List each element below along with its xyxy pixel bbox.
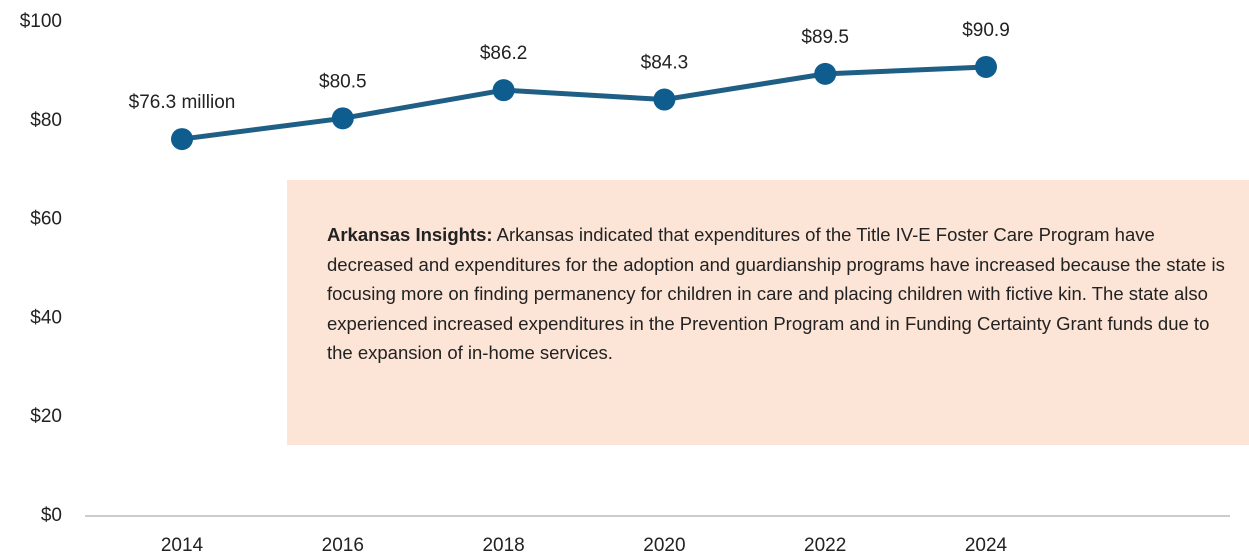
data-label: $84.3	[641, 53, 689, 74]
x-tick-label: 2018	[482, 535, 524, 556]
data-label: $89.5	[801, 27, 849, 48]
x-tick-label: 2022	[804, 535, 846, 556]
data-point	[492, 79, 515, 102]
y-tick-label: $80	[30, 110, 62, 131]
x-tick-label: 2024	[965, 535, 1008, 556]
y-tick-label: $0	[41, 505, 62, 526]
data-line	[181, 64, 987, 142]
data-point	[653, 88, 676, 111]
y-tick-label: $20	[30, 406, 62, 427]
data-label: $90.9	[962, 20, 1010, 41]
y-tick-label: $40	[30, 307, 62, 328]
data-point	[171, 128, 193, 151]
annotation-title: Arkansas Insights:	[327, 224, 493, 245]
data-point	[331, 107, 354, 130]
data-label: $86.2	[480, 43, 528, 64]
annotation-text: Arkansas indicated that expenditures of …	[327, 224, 1225, 363]
x-tick-label: 2016	[322, 535, 364, 556]
y-tick-label: $100	[20, 11, 62, 32]
y-tick-label: $60	[30, 209, 62, 230]
data-point	[975, 55, 997, 78]
x-tick-label: 2014	[161, 535, 204, 556]
x-tick-label: 2020	[643, 535, 685, 556]
data-label: $76.3 million	[129, 92, 236, 113]
data-label: $80.5	[319, 71, 367, 92]
data-point	[814, 62, 837, 85]
annotation-box: Arkansas Insights: Arkansas indicated th…	[287, 180, 1249, 445]
